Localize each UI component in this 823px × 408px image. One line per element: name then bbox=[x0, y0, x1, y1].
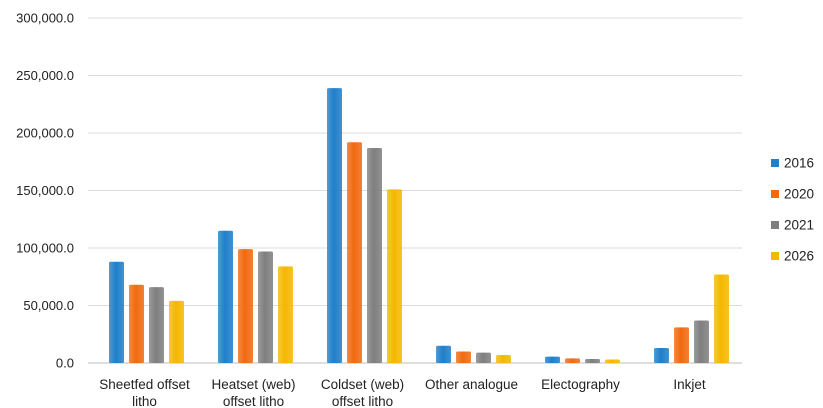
bar-2021 bbox=[585, 358, 600, 363]
bar-2016 bbox=[218, 230, 233, 363]
y-tick-label: 100,000.0 bbox=[16, 241, 74, 256]
bar-2026 bbox=[387, 189, 402, 363]
x-category-label: litho bbox=[132, 394, 157, 408]
x-category-label: offset litho bbox=[332, 394, 393, 408]
y-tick-label: 250,000.0 bbox=[16, 68, 74, 83]
x-category-label: Coldset (web) bbox=[321, 377, 404, 392]
bar-2026 bbox=[278, 266, 293, 363]
x-category-label: Sheetfed offset bbox=[99, 377, 190, 392]
y-tick-label: 0.0 bbox=[56, 356, 74, 371]
bar-2020 bbox=[238, 249, 253, 363]
bar-2016 bbox=[109, 261, 124, 363]
y-tick-label: 300,000.0 bbox=[16, 11, 74, 26]
x-axis: Sheetfed offset litho Heatset (web) offset … bbox=[99, 377, 706, 408]
legend-label-2021: 2021 bbox=[784, 218, 814, 233]
bar-2021 bbox=[367, 147, 382, 363]
bar-2026 bbox=[169, 300, 184, 363]
bar-2020 bbox=[674, 327, 689, 363]
legend: 2016 2020 2021 2026 bbox=[771, 156, 814, 264]
x-category-label: Other analogue bbox=[425, 377, 518, 392]
bar-2021 bbox=[149, 287, 164, 363]
bar-2020 bbox=[456, 351, 471, 363]
legend-swatch-2020 bbox=[771, 190, 779, 198]
bar-2016 bbox=[327, 88, 342, 364]
legend-swatch-2021 bbox=[771, 221, 779, 229]
bar-2021 bbox=[694, 320, 709, 363]
legend-swatch-2016 bbox=[771, 159, 779, 167]
bar-2020 bbox=[129, 284, 144, 363]
legend-label-2016: 2016 bbox=[784, 156, 814, 171]
legend-label-2026: 2026 bbox=[784, 249, 814, 264]
bar-2026 bbox=[496, 354, 511, 363]
bar-2020 bbox=[565, 358, 580, 363]
x-category-label: Electography bbox=[541, 377, 620, 392]
x-category-label: Inkjet bbox=[673, 377, 706, 392]
y-tick-label: 200,000.0 bbox=[16, 126, 74, 141]
y-tick-label: 150,000.0 bbox=[16, 183, 74, 198]
gridlines bbox=[88, 17, 742, 364]
y-tick-label: 50,000.0 bbox=[23, 298, 74, 313]
bars bbox=[109, 88, 729, 364]
bar-2021 bbox=[476, 352, 491, 363]
bar-2016 bbox=[545, 356, 560, 363]
bar-2016 bbox=[654, 348, 669, 363]
legend-swatch-2026 bbox=[771, 252, 779, 260]
bar-2026 bbox=[714, 274, 729, 363]
bar-2021 bbox=[258, 251, 273, 363]
bar-2016 bbox=[436, 345, 451, 363]
x-category-label: Heatset (web) bbox=[211, 377, 295, 392]
bar-2020 bbox=[347, 142, 362, 363]
bar-2026 bbox=[605, 359, 620, 363]
x-category-label: offset litho bbox=[223, 394, 284, 408]
y-axis: 0.0 50,000.0 100,000.0 150,000.0 200,000.0 25… bbox=[16, 11, 74, 371]
legend-label-2020: 2020 bbox=[784, 187, 814, 202]
